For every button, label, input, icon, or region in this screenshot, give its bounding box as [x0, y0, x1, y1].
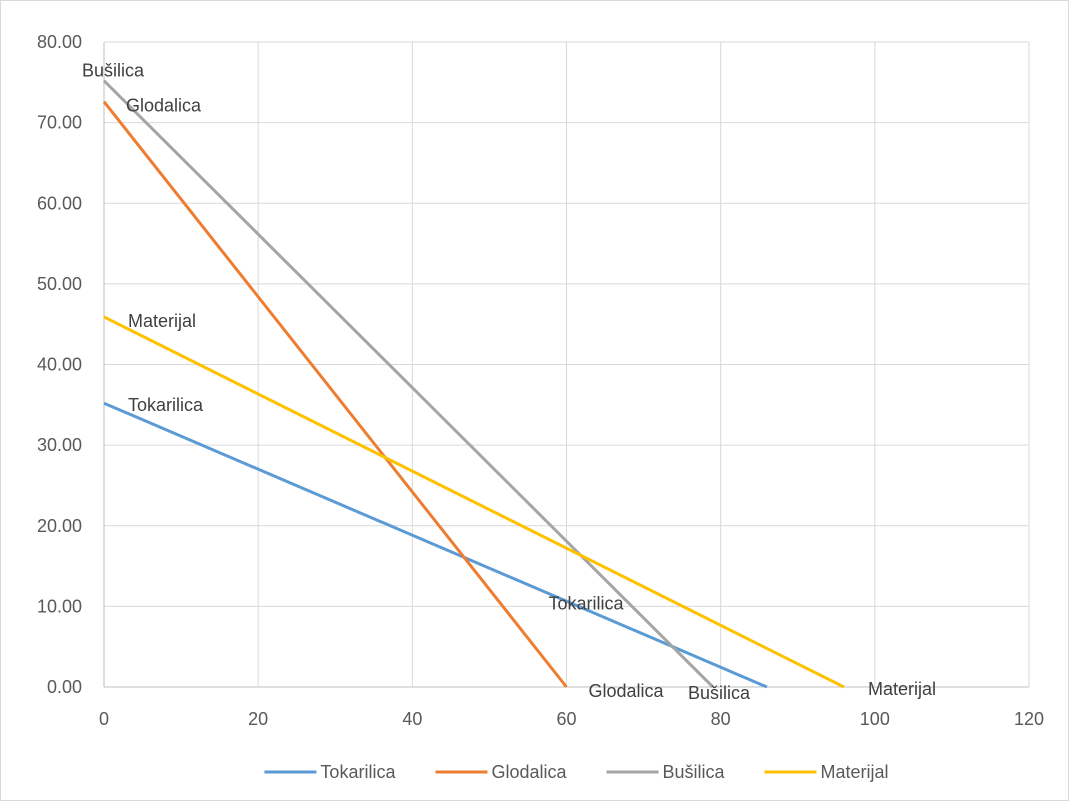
- y-tick-label: 50.00: [37, 274, 82, 294]
- data-label: Glodalica: [126, 96, 202, 116]
- data-label: Materijal: [128, 311, 196, 331]
- x-tick-label: 0: [99, 709, 109, 729]
- series-line: [103, 315, 845, 689]
- y-tick-label: 10.00: [37, 596, 82, 616]
- series-line: [102, 79, 715, 689]
- legend-label: Glodalica: [491, 762, 567, 782]
- y-tick-label: 60.00: [37, 193, 82, 213]
- series-line: [103, 401, 768, 689]
- data-label: Materijal: [868, 679, 936, 699]
- y-tick-label: 20.00: [37, 516, 82, 536]
- data-label: Bušilica: [688, 683, 751, 703]
- x-tick-label: 80: [711, 709, 731, 729]
- grid-lines: [103, 41, 1030, 688]
- data-label: Tokarilica: [549, 594, 625, 614]
- legend-item: Bušilica: [606, 762, 726, 782]
- x-tick-label: 60: [556, 709, 576, 729]
- y-tick-label: 30.00: [37, 435, 82, 455]
- y-tick-label: 80.00: [37, 32, 82, 52]
- y-tick-label: 40.00: [37, 355, 82, 375]
- legend-label: Bušilica: [663, 762, 726, 782]
- x-tick-label: 100: [860, 709, 890, 729]
- x-tick-label: 40: [402, 709, 422, 729]
- legend-label: Tokarilica: [320, 762, 396, 782]
- axis-ticks: 0.00 10.00 20.00 30.00 40.00 50.00 60.00 70.00 8…: [37, 32, 1044, 729]
- y-tick-label: 0.00: [47, 677, 82, 697]
- data-label: Glodalica: [589, 681, 665, 701]
- y-tick-label: 70.00: [37, 113, 82, 133]
- data-label: Bušilica: [82, 61, 145, 81]
- x-tick-label: 120: [1014, 709, 1044, 729]
- data-label: Tokarilica: [128, 395, 204, 415]
- legend-item: Glodalica: [435, 762, 567, 782]
- legend-item: Tokarilica: [264, 762, 396, 782]
- data-labels: Tokarilica Tokarilica Glodalica Glodalica Bu…: [82, 61, 936, 703]
- x-tick-label: 20: [248, 709, 268, 729]
- legend-item: Materijal: [764, 762, 889, 782]
- series-line: [102, 100, 568, 688]
- legend-label: Materijal: [821, 762, 889, 782]
- legend: Tokarilica Glodalica Bušilica Materijal: [264, 762, 889, 782]
- series-lines: [102, 79, 845, 689]
